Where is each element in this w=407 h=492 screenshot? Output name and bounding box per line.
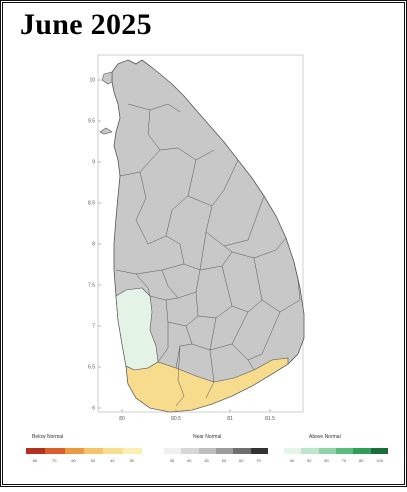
legend-tick-label: 40 <box>187 458 192 463</box>
legend-swatch <box>164 448 182 454</box>
legend-swatch <box>45 448 65 454</box>
lat-tick-label: 9.5 <box>88 119 95 125</box>
above-normal-zone <box>115 287 159 371</box>
legend-swatch <box>122 448 142 454</box>
legend-tick-label: 50 <box>90 458 96 463</box>
district-boundaries <box>115 103 301 407</box>
legend-swatch <box>353 448 371 454</box>
lat-tick-label: 6.5 <box>88 365 95 371</box>
lon-tick-label: 80.5 <box>171 416 181 422</box>
legend-near-bar <box>164 448 268 454</box>
legend-swatch <box>216 448 234 454</box>
legend-swatch <box>233 448 251 454</box>
legend-tick-label: 35 <box>129 458 134 463</box>
legend-tick-label: 60 <box>71 458 76 463</box>
lat-tick-label: 8 <box>92 242 95 248</box>
northern-peninsula <box>101 71 113 85</box>
lon-tick-label: 81 <box>227 416 233 422</box>
legend-swatch <box>84 448 104 454</box>
lat-tick-label: 8.5 <box>88 201 95 207</box>
lat-tick-label: 7.5 <box>88 283 95 289</box>
legend-tick-label: 80 <box>32 458 38 463</box>
legend-tick-label: 50 <box>307 458 312 463</box>
lon-tick-label: 81.5 <box>265 416 275 422</box>
legend-tick-label: 50 <box>221 458 227 463</box>
legend-swatch <box>284 448 302 454</box>
plot-area <box>97 54 304 413</box>
legend-tick-label: 60 <box>239 458 244 463</box>
legend-swatch <box>318 448 336 454</box>
lat-tick-label: 7 <box>92 324 95 330</box>
legend-tick-label: 70 <box>341 458 347 463</box>
legend-swatch <box>181 448 199 454</box>
legend-tick-label: 100 <box>376 458 384 463</box>
mannar-island <box>99 127 113 135</box>
legend-swatch <box>26 448 46 454</box>
legend-swatch <box>250 448 268 454</box>
legend-tick-label: 40 <box>289 458 295 463</box>
legend-near-label: Near Normal <box>193 434 222 440</box>
legend-above-bar <box>284 448 388 454</box>
legend-swatch <box>301 448 319 454</box>
legend-tick-label: 70 <box>256 458 261 463</box>
lat-tick-label: 6 <box>92 406 95 412</box>
legend-swatch <box>64 448 84 454</box>
legend-above-label: Above Normal <box>309 434 341 440</box>
legend-below-label: Below Normal <box>32 434 64 440</box>
legend-tick-label: 80 <box>359 458 364 463</box>
legend-swatch <box>103 448 123 454</box>
map-title: June 2025 <box>20 8 152 41</box>
longitude-ticks: 80 80.5 81 81.5 <box>119 409 275 422</box>
lat-tick-label: 10 <box>89 78 95 84</box>
legend-swatch <box>370 448 388 454</box>
legend-tick-label: 40 <box>110 458 115 463</box>
latitude-ticks: 10 9.5 9 8.5 8 7.5 7 6.5 6 <box>88 78 101 412</box>
legend-below-bar <box>26 448 142 454</box>
legend-swatch <box>198 448 216 454</box>
legend-tick-label: 60 <box>324 458 329 463</box>
below-normal-zone <box>125 357 289 413</box>
legend-tick-label: 35 <box>169 458 175 463</box>
legend-tick-label: 45 <box>204 458 209 463</box>
lon-tick-label: 80 <box>119 416 125 422</box>
lat-tick-label: 9 <box>92 160 95 166</box>
legend-tick-label: 70 <box>52 458 57 463</box>
legend-swatch <box>336 448 354 454</box>
